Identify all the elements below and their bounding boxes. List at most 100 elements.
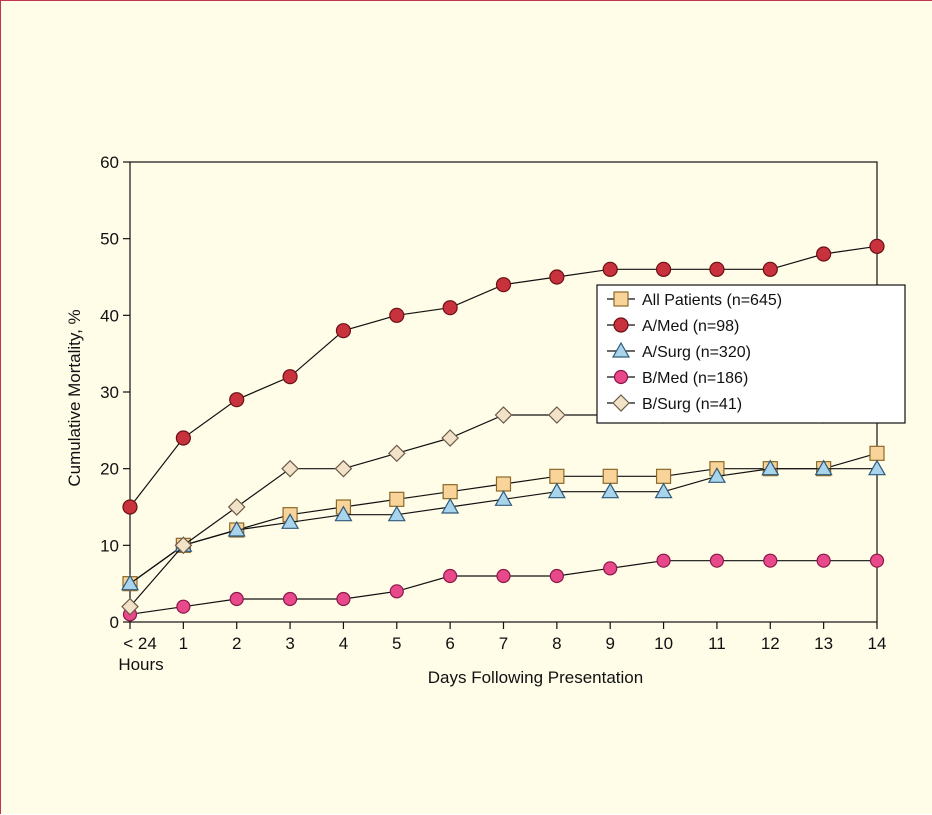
legend-marker bbox=[613, 317, 629, 333]
data-point bbox=[814, 459, 833, 476]
data-point bbox=[602, 468, 618, 484]
data-point bbox=[548, 406, 566, 424]
x-tick-label: 7 bbox=[499, 634, 508, 653]
y-tick-label: 60 bbox=[100, 153, 119, 172]
data-point bbox=[387, 444, 406, 463]
data-point bbox=[709, 553, 725, 568]
legend-marker bbox=[613, 369, 629, 385]
data-point bbox=[389, 307, 405, 323]
series-4 bbox=[121, 406, 886, 616]
y-axis-title: Cumulative Mortality, % bbox=[65, 309, 84, 486]
x-tick-label: 11 bbox=[708, 634, 726, 653]
data-point bbox=[494, 406, 513, 424]
data-point bbox=[816, 246, 832, 262]
data-point bbox=[816, 553, 831, 568]
data-point bbox=[389, 584, 404, 599]
data-point bbox=[441, 497, 460, 514]
x-tick-label: 12 bbox=[761, 634, 780, 653]
x-tick-label: 8 bbox=[552, 634, 561, 653]
x-tick-label: 2 bbox=[232, 634, 241, 653]
data-point bbox=[869, 445, 885, 461]
data-point bbox=[282, 369, 298, 385]
data-point bbox=[549, 568, 564, 584]
series-line bbox=[129, 560, 877, 615]
legend-marker bbox=[611, 341, 631, 358]
data-point bbox=[176, 599, 191, 614]
data-point bbox=[229, 591, 244, 607]
y-tick-label: 0 bbox=[110, 613, 119, 632]
legend-label: B/Med (n=186) bbox=[642, 370, 748, 387]
legend-label: A/Med (n=98) bbox=[642, 318, 739, 335]
data-point bbox=[869, 238, 885, 254]
y-tick-label: 20 bbox=[100, 460, 119, 479]
legend-marker bbox=[612, 394, 630, 412]
data-point bbox=[229, 392, 245, 408]
y-tick-label: 10 bbox=[100, 536, 119, 555]
data-point bbox=[707, 467, 726, 483]
data-point bbox=[709, 261, 725, 277]
data-point bbox=[120, 574, 140, 591]
x-tick-label: 4 bbox=[339, 634, 348, 653]
legend-label: All Patients (n=645) bbox=[642, 292, 782, 309]
x-tick-label: 9 bbox=[605, 634, 614, 653]
legend-label: A/Surg (n=320) bbox=[642, 344, 751, 361]
data-point bbox=[282, 591, 298, 607]
y-tick-label: 30 bbox=[100, 383, 119, 402]
legend-box bbox=[596, 284, 906, 424]
data-point bbox=[494, 490, 513, 506]
data-point bbox=[547, 482, 566, 499]
data-point bbox=[655, 468, 672, 484]
data-point bbox=[867, 459, 887, 476]
data-point bbox=[654, 482, 673, 499]
data-point bbox=[389, 491, 405, 507]
data-point bbox=[762, 261, 778, 277]
data-point bbox=[656, 553, 671, 568]
series-3 bbox=[122, 553, 885, 622]
data-point bbox=[442, 484, 458, 500]
x-tick-label: 13 bbox=[814, 634, 833, 653]
x-tick-label: 3 bbox=[285, 634, 294, 653]
x-tick-label: 10 bbox=[654, 634, 673, 653]
data-point bbox=[175, 430, 191, 446]
data-point bbox=[227, 520, 246, 537]
data-point bbox=[495, 476, 512, 492]
x-tick-sublabel: Hours bbox=[118, 655, 163, 674]
data-point bbox=[655, 261, 672, 277]
y-tick-label: 40 bbox=[100, 306, 119, 325]
data-point bbox=[387, 505, 406, 522]
data-point bbox=[334, 505, 353, 522]
legend-marker bbox=[613, 291, 629, 307]
data-point bbox=[602, 261, 618, 277]
x-axis-title: Days Following Presentation bbox=[428, 668, 643, 687]
data-point bbox=[334, 459, 353, 478]
data-point bbox=[763, 553, 778, 568]
data-point bbox=[496, 568, 511, 584]
data-point bbox=[227, 498, 246, 516]
data-point bbox=[761, 459, 780, 476]
data-point bbox=[549, 269, 565, 285]
x-tick-label: 5 bbox=[392, 634, 401, 653]
data-point bbox=[442, 300, 458, 316]
y-tick-label: 50 bbox=[100, 230, 119, 249]
x-tick-label: 1 bbox=[179, 634, 188, 653]
data-point bbox=[174, 536, 193, 555]
data-point bbox=[869, 553, 885, 568]
data-point bbox=[443, 568, 458, 584]
data-point bbox=[441, 429, 459, 447]
data-point bbox=[549, 468, 565, 484]
x-tick-label: 14 bbox=[868, 634, 887, 653]
data-point bbox=[122, 499, 138, 515]
data-point bbox=[121, 597, 139, 616]
x-tick-label: 6 bbox=[445, 634, 454, 653]
data-point bbox=[601, 482, 620, 499]
series-1 bbox=[122, 238, 885, 515]
legend-label: B/Surg (n=41) bbox=[642, 396, 742, 413]
x-tick-label: < 24 bbox=[123, 634, 157, 653]
data-point bbox=[281, 459, 299, 478]
legend: All Patients (n=645) A/Med (n=98) A/Surg (… bbox=[596, 284, 906, 424]
data-point bbox=[495, 277, 512, 293]
data-point bbox=[603, 561, 618, 576]
